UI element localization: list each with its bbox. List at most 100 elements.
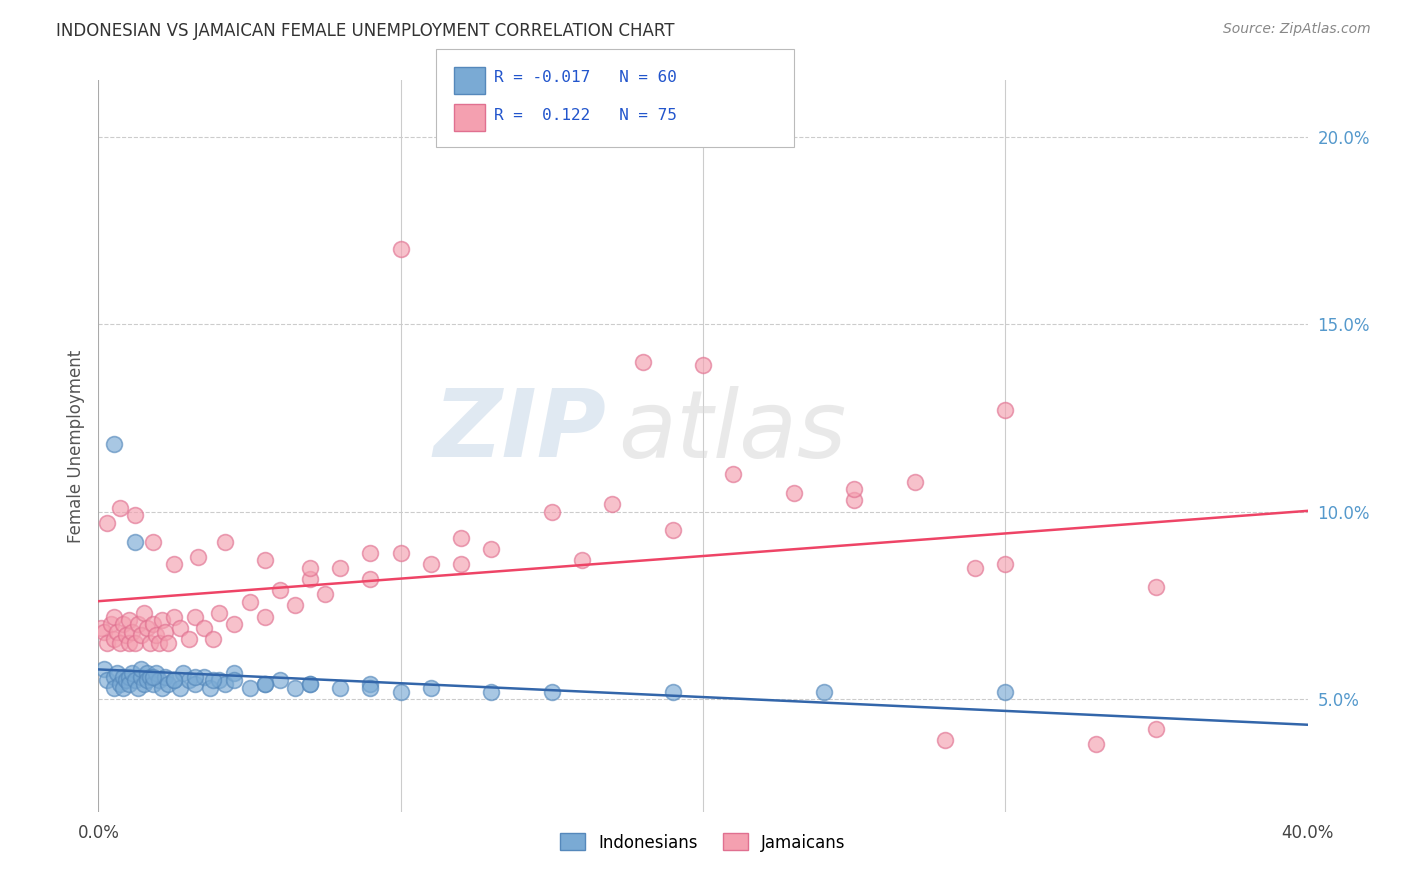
- Point: [420, 557, 443, 571]
- Point: [253, 609, 276, 624]
- Point: [118, 677, 141, 691]
- Point: [127, 681, 149, 695]
- Point: [193, 621, 215, 635]
- Point: [602, 497, 624, 511]
- Point: [934, 733, 956, 747]
- Point: [93, 662, 115, 676]
- Point: [661, 524, 683, 538]
- Point: [179, 673, 201, 688]
- Point: [299, 572, 322, 586]
- Point: [284, 681, 307, 695]
- Point: [661, 684, 683, 698]
- Point: [124, 673, 146, 688]
- Point: [994, 684, 1017, 698]
- Point: [360, 546, 382, 560]
- Text: INDONESIAN VS JAMAICAN FEMALE UNEMPLOYMENT CORRELATION CHART: INDONESIAN VS JAMAICAN FEMALE UNEMPLOYME…: [56, 22, 675, 40]
- Point: [150, 614, 173, 628]
- Point: [108, 500, 131, 515]
- Point: [360, 677, 382, 691]
- Point: [239, 595, 262, 609]
- Point: [121, 624, 143, 639]
- Point: [156, 636, 179, 650]
- Point: [129, 670, 152, 684]
- Point: [450, 531, 472, 545]
- Point: [108, 636, 131, 650]
- Point: [269, 673, 291, 688]
- Point: [994, 557, 1017, 571]
- Point: [692, 359, 714, 373]
- Point: [299, 561, 322, 575]
- Point: [184, 677, 207, 691]
- Text: R = -0.017   N = 60: R = -0.017 N = 60: [494, 70, 676, 85]
- Point: [169, 681, 191, 695]
- Point: [193, 670, 215, 684]
- Point: [389, 242, 412, 256]
- Point: [360, 681, 382, 695]
- Y-axis label: Female Unemployment: Female Unemployment: [66, 350, 84, 542]
- Legend: Indonesians, Jamaicans: Indonesians, Jamaicans: [554, 827, 852, 858]
- Point: [163, 673, 186, 688]
- Point: [631, 354, 654, 368]
- Point: [163, 609, 186, 624]
- Point: [172, 665, 194, 680]
- Point: [103, 437, 125, 451]
- Point: [129, 628, 152, 642]
- Point: [96, 636, 118, 650]
- Point: [253, 553, 276, 567]
- Point: [96, 516, 118, 530]
- Point: [148, 636, 170, 650]
- Point: [135, 665, 157, 680]
- Point: [100, 617, 122, 632]
- Text: ZIP: ZIP: [433, 385, 606, 477]
- Point: [142, 677, 165, 691]
- Point: [224, 673, 246, 688]
- Point: [389, 684, 412, 698]
- Point: [202, 673, 225, 688]
- Point: [450, 557, 472, 571]
- Point: [111, 681, 134, 695]
- Point: [783, 486, 806, 500]
- Point: [224, 617, 246, 632]
- Point: [1144, 722, 1167, 736]
- Point: [723, 467, 745, 482]
- Point: [1085, 737, 1108, 751]
- Point: [253, 677, 276, 691]
- Point: [135, 673, 157, 688]
- Point: [314, 587, 336, 601]
- Point: [156, 677, 179, 691]
- Text: atlas: atlas: [619, 386, 846, 477]
- Point: [813, 684, 835, 698]
- Point: [214, 534, 236, 549]
- Point: [239, 681, 262, 695]
- Point: [124, 534, 146, 549]
- Point: [184, 609, 207, 624]
- Point: [208, 673, 231, 688]
- Point: [118, 636, 141, 650]
- Point: [124, 508, 146, 523]
- Point: [142, 534, 165, 549]
- Point: [269, 583, 291, 598]
- Point: [145, 628, 167, 642]
- Point: [132, 606, 155, 620]
- Point: [145, 665, 167, 680]
- Point: [105, 624, 128, 639]
- Point: [114, 628, 136, 642]
- Text: R =  0.122   N = 75: R = 0.122 N = 75: [494, 109, 676, 123]
- Point: [420, 681, 443, 695]
- Point: [103, 632, 125, 647]
- Point: [105, 665, 128, 680]
- Point: [169, 621, 191, 635]
- Point: [187, 549, 209, 564]
- Point: [299, 677, 322, 691]
- Point: [202, 632, 225, 647]
- Point: [844, 482, 866, 496]
- Point: [103, 681, 125, 695]
- Point: [224, 665, 246, 680]
- Point: [103, 670, 125, 684]
- Point: [108, 677, 131, 691]
- Point: [93, 624, 115, 639]
- Point: [121, 665, 143, 680]
- Point: [163, 673, 186, 688]
- Point: [142, 617, 165, 632]
- Point: [153, 670, 176, 684]
